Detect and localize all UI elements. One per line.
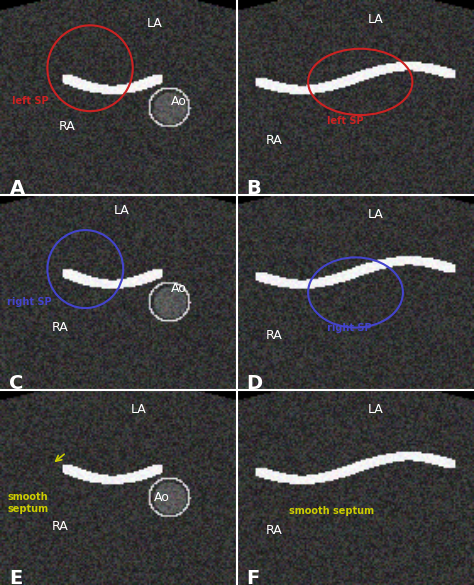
Text: RA: RA: [52, 520, 69, 533]
Text: RA: RA: [59, 121, 76, 133]
Text: C: C: [9, 374, 24, 393]
Text: LA: LA: [147, 17, 163, 30]
Text: Ao: Ao: [171, 282, 186, 295]
Text: smooth septum: smooth septum: [289, 506, 374, 516]
Text: Ao: Ao: [171, 95, 186, 108]
Text: left SP: left SP: [327, 116, 364, 126]
Text: LA: LA: [114, 204, 129, 217]
Text: Ao: Ao: [154, 491, 170, 504]
Text: LA: LA: [130, 403, 146, 416]
Text: RA: RA: [52, 321, 69, 334]
Text: B: B: [246, 180, 261, 198]
Text: F: F: [246, 569, 260, 585]
Text: left SP: left SP: [12, 97, 48, 106]
Text: right SP: right SP: [7, 297, 52, 307]
Text: smooth
septum: smooth septum: [7, 493, 48, 514]
Text: LA: LA: [367, 13, 383, 26]
Text: right SP: right SP: [327, 322, 372, 333]
Text: A: A: [9, 180, 25, 198]
Text: RA: RA: [265, 134, 282, 147]
Text: LA: LA: [367, 403, 383, 416]
Text: D: D: [246, 374, 263, 393]
Text: RA: RA: [265, 524, 282, 537]
Text: RA: RA: [265, 329, 282, 342]
Text: E: E: [9, 569, 23, 585]
Text: LA: LA: [367, 208, 383, 221]
